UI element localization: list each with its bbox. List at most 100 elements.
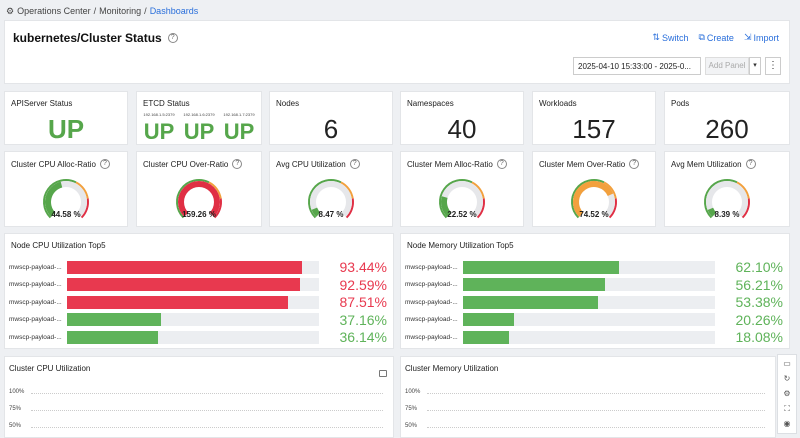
namespaces-value: 40 <box>447 114 477 144</box>
gauge-chart <box>571 179 617 219</box>
gauge-threshold-arc <box>439 179 473 219</box>
gauge-threshold-arc <box>476 198 485 219</box>
breadcrumb-root[interactable]: Operations Center <box>17 6 91 16</box>
dashboard-header: kubernetes/Cluster Status ? ⇅ Switch ⧉ Cre… <box>4 20 790 84</box>
node-name: mwscp-payload-... <box>405 281 458 288</box>
bar-row: mwscp-payload-... 53.38% <box>405 294 785 310</box>
bar-track <box>463 278 715 291</box>
gauge-card: Cluster CPU Over-Ratio? 159.26 % <box>136 151 262 227</box>
apiserver-status-card: APIServer Status UP <box>4 91 128 145</box>
gauge-value: 8.39 % <box>714 210 740 219</box>
bar-track <box>67 260 319 274</box>
switch-icon: ⇅ <box>652 32 660 42</box>
gauge-threshold-arc <box>340 181 354 199</box>
date-range-picker[interactable]: 2025-04-10 15:33:00 - 2025-0... <box>573 57 701 75</box>
gauge-card: Cluster Mem Over-Ratio? 74.52 % <box>532 151 656 227</box>
etcd-node: 192.168.1.6:2379 UP <box>183 112 215 144</box>
gauge-track <box>310 181 352 217</box>
node-name: mwscp-payload-... <box>405 316 458 323</box>
help-icon[interactable]: ? <box>745 159 756 169</box>
gauge-chart <box>439 179 485 219</box>
gauge-chart <box>308 179 354 219</box>
bar-fill <box>463 295 598 309</box>
bar-row: mwscp-payload-... 87.51% <box>9 294 389 310</box>
nodes-card: Nodes 6 <box>269 91 393 145</box>
bar-fill <box>463 330 509 344</box>
breadcrumb-current[interactable]: Dashboards <box>149 6 199 16</box>
bar-value: 92.59% <box>339 276 387 293</box>
gauge-threshold-arc <box>43 179 77 219</box>
bar-fill <box>463 313 515 326</box>
bar-row: mwscp-payload-... 18.08% <box>405 329 785 345</box>
node-memory-top5-card: Node Memory Utilization Top5 mwscp-paylo… <box>400 233 790 349</box>
add-panel-button[interactable]: Add Panel <box>705 57 749 75</box>
bar-track <box>463 295 715 309</box>
gauge-value-arc <box>178 181 220 217</box>
bar-track <box>67 313 319 326</box>
gauge-card: Avg Mem Utilization? 8.39 % <box>664 151 790 227</box>
help-icon[interactable]: ? <box>496 159 507 169</box>
bar-row: mwscp-payload-... 56.21% <box>405 277 785 293</box>
eye-icon[interactable]: ◉ <box>783 418 791 428</box>
help-icon[interactable]: ? <box>349 159 360 169</box>
help-icon[interactable]: ? <box>629 159 640 169</box>
bar-value: 36.14% <box>339 329 387 345</box>
gauge-threshold-arc <box>213 198 222 219</box>
toolbar: 2025-04-10 15:33:00 - 2025-0... Add Pane… <box>573 57 781 75</box>
gauge-value-arc <box>311 207 321 217</box>
switch-button[interactable]: ⇅ Switch <box>652 32 689 43</box>
node-name: mwscp-payload-... <box>9 316 62 323</box>
etcd-node: 192.168.1.7:2379 UP <box>223 112 255 144</box>
bar-row: mwscp-payload-... 62.10% <box>405 259 785 275</box>
breadcrumb: ⚙ Operations Center / Monitoring / Dashb… <box>6 5 199 17</box>
nodes-value: 6 <box>323 114 339 144</box>
bar-fill <box>67 330 159 344</box>
node-name: mwscp-payload-... <box>405 298 458 306</box>
fullscreen-icon[interactable]: ⛶ <box>784 403 790 413</box>
gauge-value: 22.52 % <box>447 210 477 219</box>
gauge-threshold-arc <box>80 198 89 219</box>
gauge-chart <box>43 179 89 219</box>
help-icon[interactable]: ? <box>232 159 243 169</box>
import-button[interactable]: ⇲ Import <box>743 32 779 43</box>
gauge-threshold-arc <box>75 181 89 199</box>
gauge-threshold-arc <box>603 181 617 199</box>
gauge-threshold-arc <box>176 179 210 219</box>
bar-row: mwscp-payload-... 37.16% <box>9 312 389 328</box>
node-name: mwscp-payload-... <box>9 263 62 271</box>
help-icon[interactable]: ? <box>167 33 178 43</box>
namespaces-card: Namespaces 40 <box>400 91 524 145</box>
bar-track <box>463 313 715 326</box>
collapse-icon[interactable]: ▭ <box>783 359 791 369</box>
bar-fill <box>67 295 288 309</box>
gauge-track <box>706 181 748 217</box>
refresh-icon[interactable]: ↻ <box>783 374 791 384</box>
more-menu-icon[interactable]: ⋮ <box>765 57 781 75</box>
node-cpu-top5-card: Node CPU Utilization Top5 mwscp-payload-… <box>4 233 394 349</box>
bar-fill <box>463 278 605 291</box>
gear-icon[interactable]: ⚙ <box>783 388 791 398</box>
breadcrumb-mid[interactable]: Monitoring <box>99 6 142 16</box>
bar-row: mwscp-payload-... 20.26% <box>405 312 785 328</box>
gauge-threshold-arc <box>741 198 750 219</box>
bar-fill <box>463 260 620 274</box>
gauge-threshold-arc <box>704 179 738 219</box>
image-icon[interactable] <box>379 370 387 377</box>
apiserver-status-value: UP <box>47 114 85 144</box>
create-button[interactable]: ⧉ Create <box>698 32 734 43</box>
gauge-threshold-arc <box>608 198 617 219</box>
bar-track <box>67 295 319 309</box>
bar-value: 18.08% <box>735 329 783 345</box>
help-icon[interactable]: ? <box>99 159 110 169</box>
import-icon: ⇲ <box>743 32 752 42</box>
gauge-threshold-arc <box>471 181 485 199</box>
gauge-value: 44.58 % <box>51 210 81 219</box>
header-actions: ⇅ Switch ⧉ Create ⇲ Import <box>652 32 779 43</box>
gauge-threshold-arc <box>208 181 222 199</box>
chevron-down-icon[interactable]: ▾ <box>749 57 761 75</box>
node-name: mwscp-payload-... <box>405 333 458 341</box>
gauge-value: 159.26 % <box>182 210 216 219</box>
gauge-value: 8.47 % <box>318 210 344 219</box>
pods-card: Pods 260 <box>664 91 790 145</box>
bar-value: 93.44% <box>339 259 387 275</box>
